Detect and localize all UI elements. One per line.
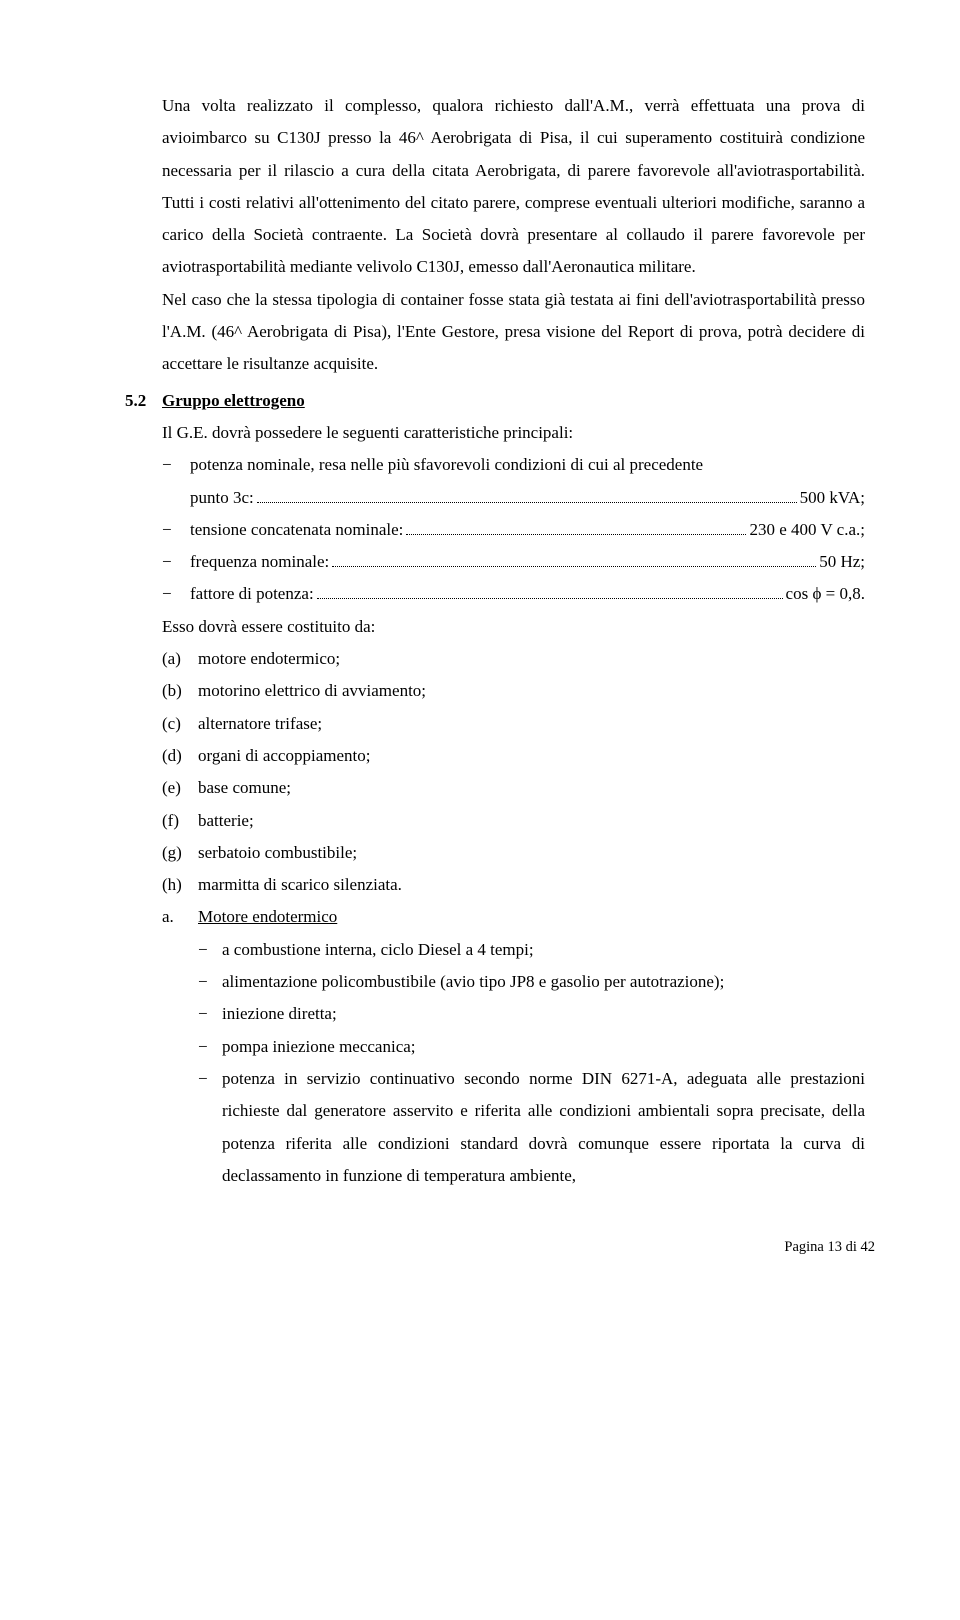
spec-text: potenza nominale, resa nelle più sfavore… xyxy=(190,449,865,481)
sub-title: Motore endotermico xyxy=(198,901,337,933)
list-text: potenza in servizio continuativo secondo… xyxy=(222,1063,865,1192)
spec-label: frequenza nominale: xyxy=(190,546,329,578)
list-item: (d)organi di accoppiamento; xyxy=(162,740,865,772)
list-item: − iniezione diretta; xyxy=(198,998,865,1030)
spec-value: 230 e 400 V c.a.; xyxy=(749,514,865,546)
alpha-marker: (f) xyxy=(162,805,198,837)
list-text: batterie; xyxy=(198,805,254,837)
list-item: (c)alternatore trifase; xyxy=(162,708,865,740)
list-text: serbatoio combustibile; xyxy=(198,837,357,869)
alpha-marker: (c) xyxy=(162,708,198,740)
paragraph-2: Nel caso che la stessa tipologia di cont… xyxy=(162,284,865,381)
section-number: 5.2 xyxy=(125,385,162,417)
spec-value: 500 kVA; xyxy=(800,482,865,514)
alpha-marker: (a) xyxy=(162,643,198,675)
dot-leader xyxy=(257,488,797,503)
dash-icon: − xyxy=(162,578,190,610)
alpha-marker: (e) xyxy=(162,772,198,804)
components-intro: Esso dovrà essere costituito da: xyxy=(162,611,865,643)
paragraph-1: Una volta realizzato il complesso, qualo… xyxy=(162,90,865,284)
spec-label: punto 3c: xyxy=(190,482,254,514)
list-text: iniezione diretta; xyxy=(222,998,865,1030)
spec-label: tensione concatenata nominale: xyxy=(190,514,403,546)
spec-item: − fattore di potenza: cos ϕ = 0,8. xyxy=(125,578,865,610)
list-text: motorino elettrico di avviamento; xyxy=(198,675,426,707)
subsection-heading: a. Motore endotermico xyxy=(162,901,865,933)
spec-value: cos ϕ = 0,8. xyxy=(786,578,865,610)
section-intro: Il G.E. dovrà possedere le seguenti cara… xyxy=(162,417,865,449)
list-text: alimentazione policombustibile (avio tip… xyxy=(222,966,865,998)
page-footer: Pagina 13 di 42 xyxy=(125,1234,875,1262)
section-title: Gruppo elettrogeno xyxy=(162,385,305,417)
dash-icon: − xyxy=(162,546,190,578)
alpha-marker: (d) xyxy=(162,740,198,772)
list-item: (b)motorino elettrico di avviamento; xyxy=(162,675,865,707)
section-heading: 5.2 Gruppo elettrogeno xyxy=(125,385,865,417)
list-text: pompa iniezione meccanica; xyxy=(222,1031,865,1063)
list-item: − alimentazione policombustibile (avio t… xyxy=(198,966,865,998)
spec-item: − tensione concatenata nominale: 230 e 4… xyxy=(125,514,865,546)
dot-leader xyxy=(332,553,816,568)
list-item: (g)serbatoio combustibile; xyxy=(162,837,865,869)
spec-item: − frequenza nominale: 50 Hz; xyxy=(125,546,865,578)
dot-leader xyxy=(406,520,746,535)
alpha-marker: (b) xyxy=(162,675,198,707)
dash-icon: − xyxy=(198,1031,222,1063)
alpha-marker: (h) xyxy=(162,869,198,901)
dash-icon: − xyxy=(198,998,222,1030)
spec-item: − potenza nominale, resa nelle più sfavo… xyxy=(125,449,865,514)
dash-icon: − xyxy=(162,449,190,481)
list-text: motore endotermico; xyxy=(198,643,340,675)
specs-list: − potenza nominale, resa nelle più sfavo… xyxy=(125,449,865,610)
components-list: (a)motore endotermico; (b)motorino elett… xyxy=(125,643,865,901)
list-text: organi di accoppiamento; xyxy=(198,740,370,772)
list-text: base comune; xyxy=(198,772,291,804)
sub-list: − a combustione interna, ciclo Diesel a … xyxy=(125,934,865,1192)
dash-icon: − xyxy=(162,514,190,546)
list-text: alternatore trifase; xyxy=(198,708,322,740)
list-text: a combustione interna, ciclo Diesel a 4 … xyxy=(222,934,865,966)
dash-icon: − xyxy=(198,934,222,966)
dash-icon: − xyxy=(198,1063,222,1095)
dot-leader xyxy=(317,585,783,600)
dash-icon: − xyxy=(198,966,222,998)
list-item: − potenza in servizio continuativo secon… xyxy=(198,1063,865,1192)
list-text: marmitta di scarico silenziata. xyxy=(198,869,402,901)
list-item: (f)batterie; xyxy=(162,805,865,837)
list-item: − a combustione interna, ciclo Diesel a … xyxy=(198,934,865,966)
list-item: − pompa iniezione meccanica; xyxy=(198,1031,865,1063)
alpha-marker: (g) xyxy=(162,837,198,869)
spec-value: 50 Hz; xyxy=(819,546,865,578)
list-item: (h)marmitta di scarico silenziata. xyxy=(162,869,865,901)
spec-label: fattore di potenza: xyxy=(190,578,314,610)
list-item: (e)base comune; xyxy=(162,772,865,804)
list-item: (a)motore endotermico; xyxy=(162,643,865,675)
sub-marker: a. xyxy=(162,901,198,933)
